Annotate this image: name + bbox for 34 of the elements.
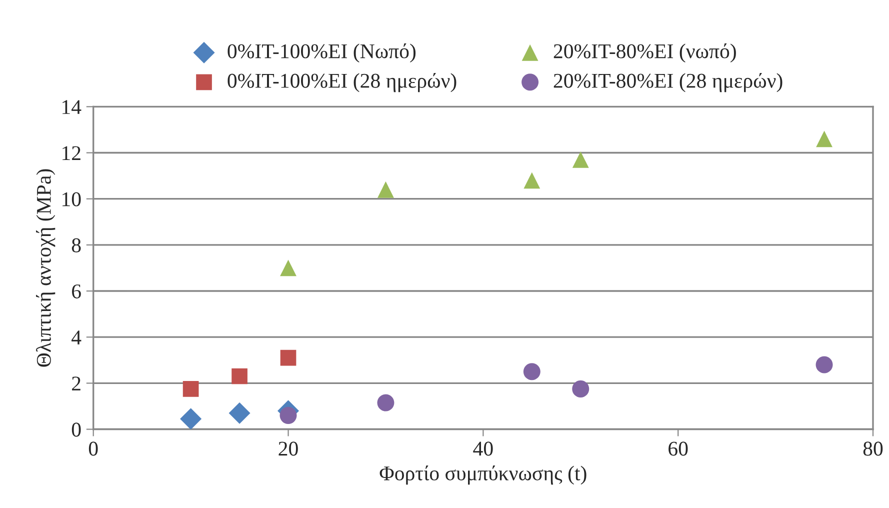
- point: [572, 151, 589, 168]
- y-tick-label: 0: [72, 422, 81, 437]
- legend-label: 20%IT-80%EI (28 ημερών): [554, 72, 782, 92]
- point: [377, 394, 394, 412]
- point: [232, 368, 248, 384]
- y-tick-label: 2: [72, 376, 80, 390]
- point: [180, 408, 202, 430]
- point: [280, 260, 296, 276]
- point: [816, 130, 832, 148]
- point: [524, 172, 540, 189]
- point: [280, 350, 296, 366]
- point: [572, 380, 590, 398]
- legend-label: 20%IT-80%EI (νωπό): [554, 43, 736, 63]
- y-tick-label: 4: [72, 330, 82, 344]
- legend-label: 0%IT-100%EI (28 ημερών): [228, 72, 456, 92]
- point: [280, 406, 297, 424]
- x-tick-label: 20: [278, 442, 298, 456]
- y-tick-label: 8: [72, 238, 81, 252]
- legend-label: 0%IT-100%EI (Νωπό): [228, 43, 416, 63]
- point: [182, 381, 199, 397]
- point: [378, 181, 394, 198]
- point: [228, 402, 250, 424]
- x-tick-label: 60: [668, 442, 688, 456]
- point: [523, 363, 540, 380]
- y-tick-label: 10: [62, 192, 81, 206]
- y-tick-label: 14: [62, 100, 82, 114]
- y-tick-label: 12: [62, 146, 80, 160]
- y-axis-title: Θλιπτική αντοχή (MPa): [36, 169, 56, 367]
- x-tick-label: 40: [473, 442, 493, 456]
- x-tick-label: 0: [88, 442, 98, 456]
- y-tick-label: 6: [72, 284, 81, 298]
- x-tick-label: 80: [863, 442, 883, 456]
- x-axis-title: Φορτίο συμπύκνωσης (t): [380, 466, 586, 485]
- point: [816, 356, 833, 374]
